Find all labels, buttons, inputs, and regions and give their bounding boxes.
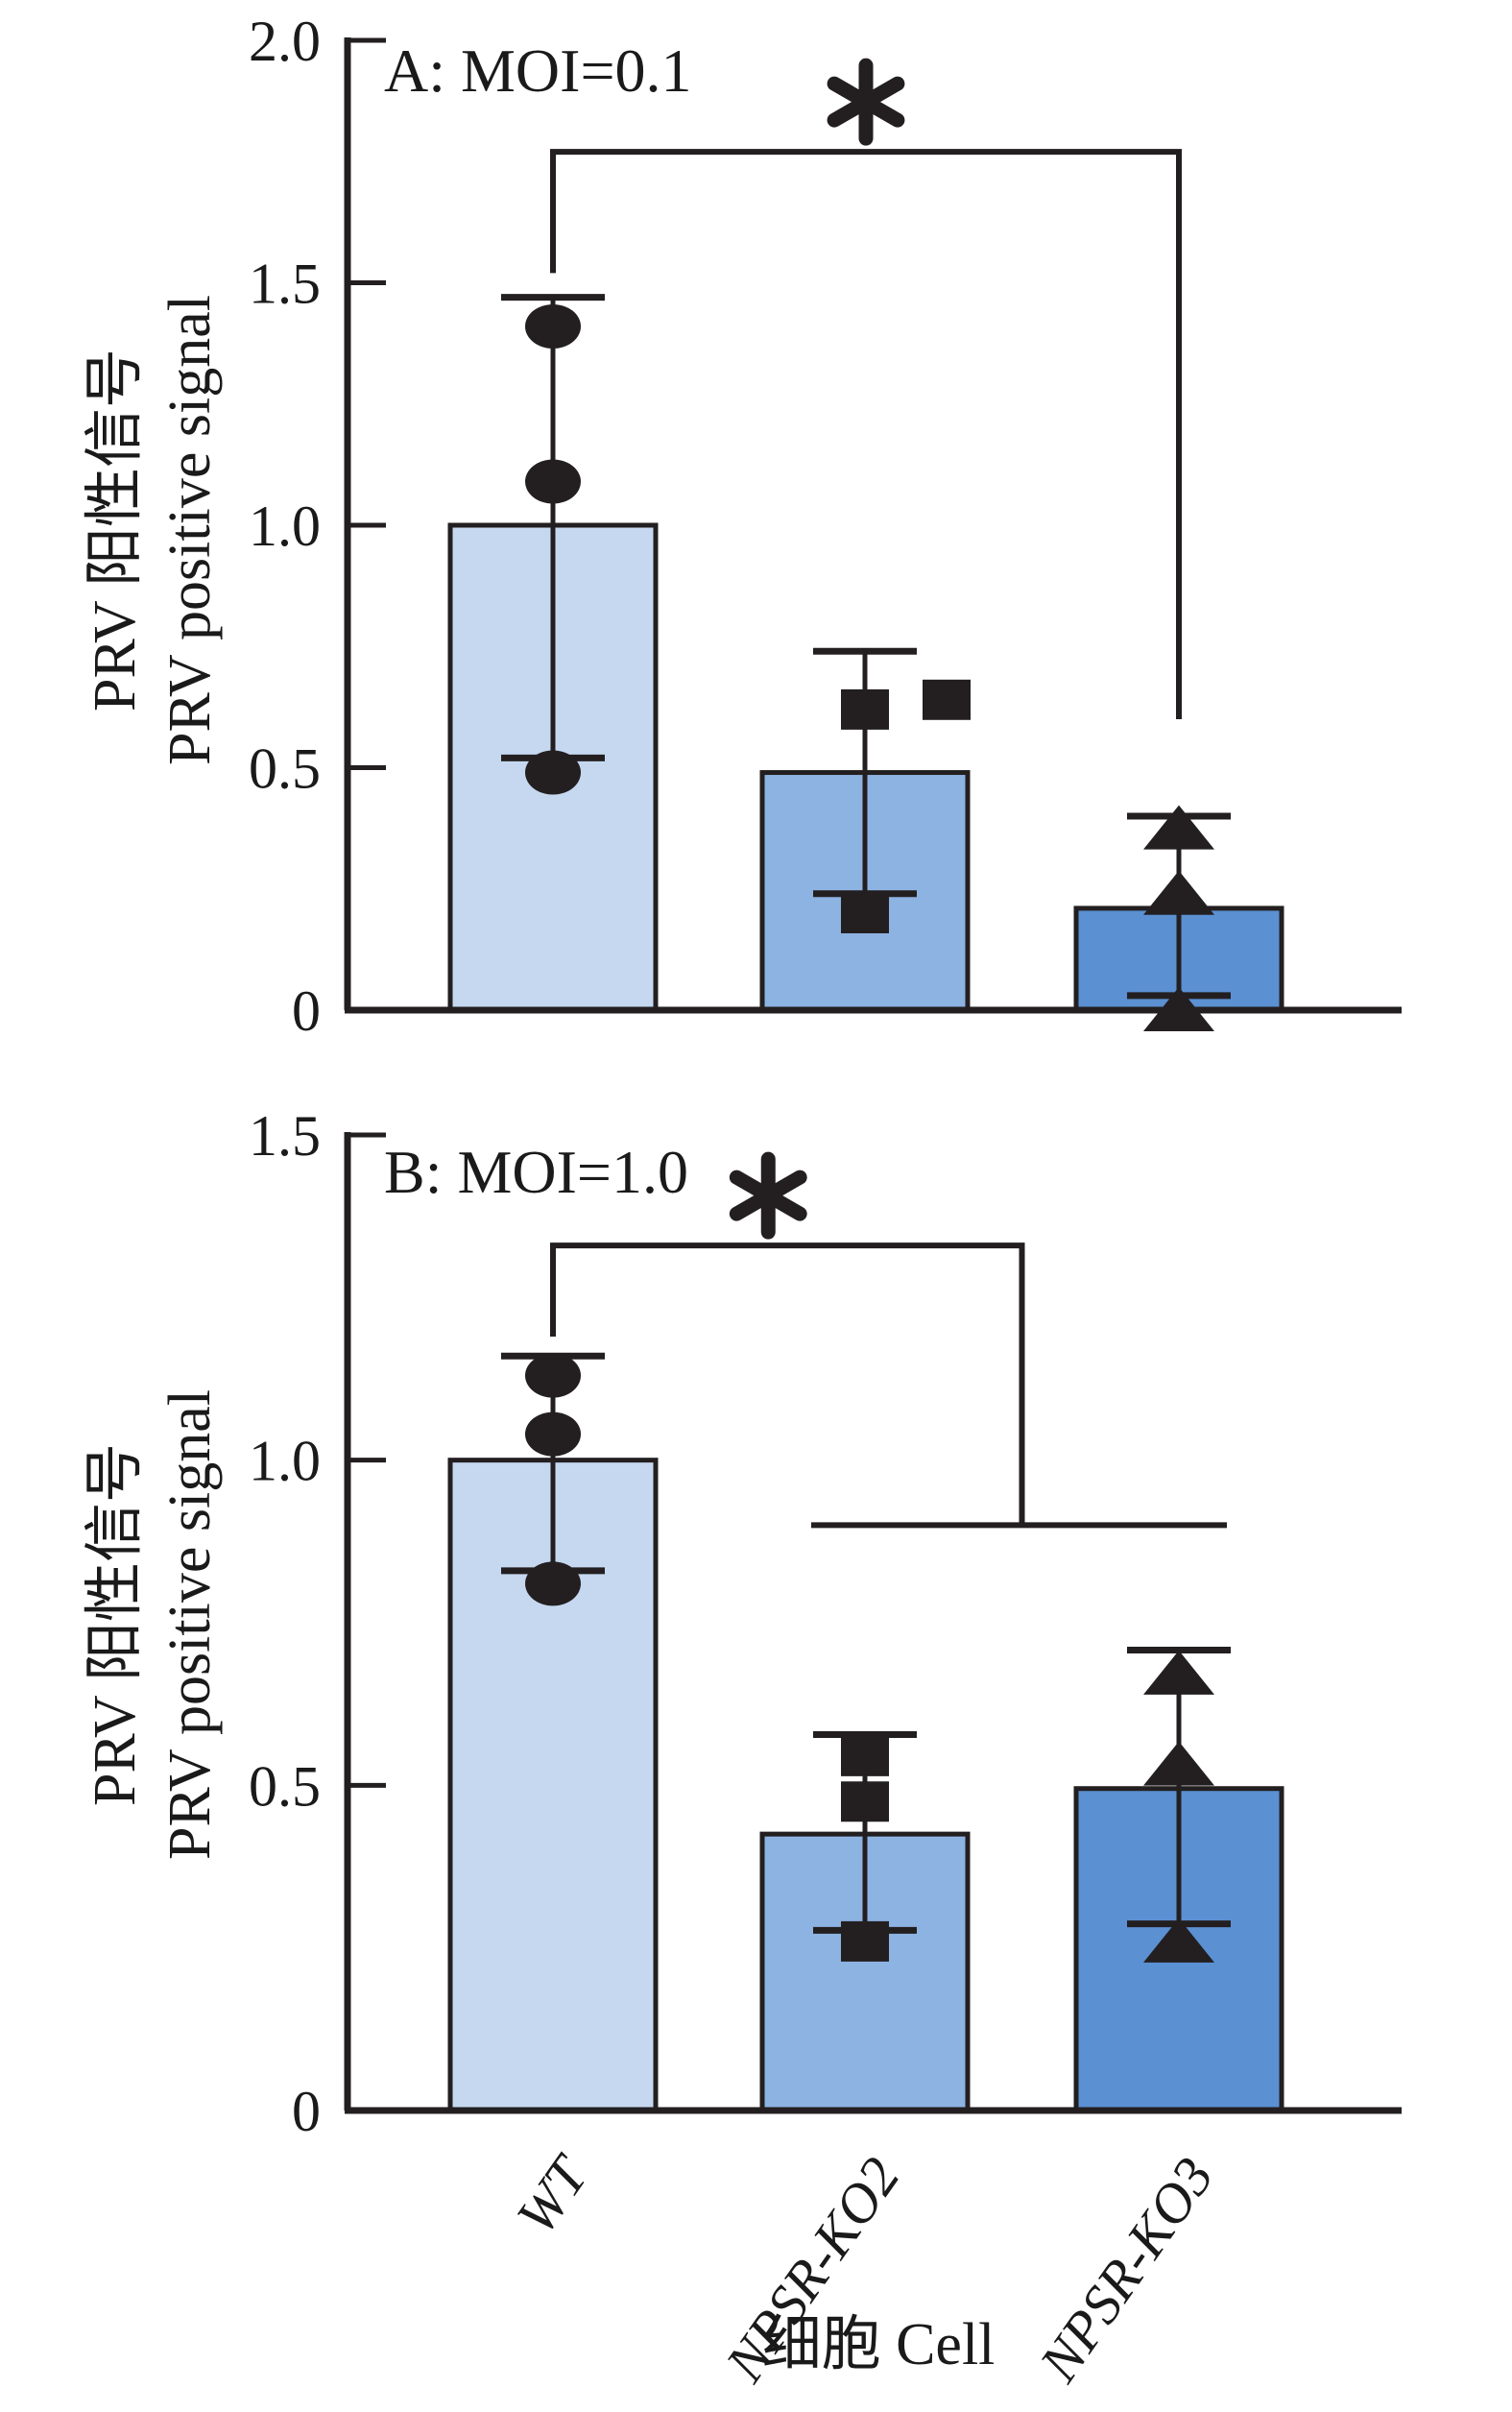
panel-b-y-axis-title-zh: PRV 阳性信号 xyxy=(83,1443,148,1806)
panel-b-y-tick-label: 1.0 xyxy=(249,1430,321,1493)
panel-a-y-tick-label: 2.0 xyxy=(249,10,321,73)
panel-a-y-axis-title-zh: PRV 阳性信号 xyxy=(83,349,148,712)
panel-a-point-wt-3-circle-marker xyxy=(525,750,581,795)
panel-a-y-tick-label: 1.5 xyxy=(249,253,321,316)
x-category-label-npsr-ko3: NPSR-KO3 xyxy=(1026,2146,1225,2393)
panel-b-y-tick-label: 0.5 xyxy=(249,1754,321,1818)
panel-b-point-npsr-ko2-3-square-marker xyxy=(841,1920,889,1962)
panel-a-point-npsr-ko2-2-square-marker xyxy=(923,679,971,720)
panel-a-point-wt-2-circle-marker xyxy=(525,459,581,504)
asterisk-arm xyxy=(729,1170,807,1221)
panel-a-y-tick-label: 0.5 xyxy=(249,737,321,801)
panel-b-y-tick-label: 0 xyxy=(292,2080,321,2143)
panel-b-significance-asterisk xyxy=(729,1151,807,1240)
panel-b-point-npsr-ko2-1-square-marker xyxy=(841,1735,889,1776)
panel-b-bar-wt xyxy=(447,1458,659,2113)
bracket-path xyxy=(550,149,1182,719)
panel-b-point-npsr-ko3-3-triangle-marker xyxy=(1143,1918,1214,1963)
panel-a: 0 0.5 1.0 1.5 2.0 A: MOI=0.1 PRV 阳性信号 PRV posit… xyxy=(83,10,1402,1043)
panel-b-point-wt-1-circle-marker xyxy=(525,1353,581,1398)
panel-b: 0 0.5 1.0 1.5 B: MOI=1.0 PRV 阳性信号 PRV positive… xyxy=(83,1104,1402,2143)
panel-a-point-npsr-ko3-2-triangle-marker xyxy=(1143,870,1214,915)
asterisk-arm xyxy=(827,76,905,128)
panel-a-significance-asterisk xyxy=(827,58,905,146)
panel-a-point-npsr-ko2-1-square-marker xyxy=(841,688,889,730)
x-category-label-wt: WT xyxy=(504,2143,602,2245)
panel-a-y-tick-label: 1.0 xyxy=(249,494,321,558)
panel-a-y-tick-label: 0 xyxy=(292,979,321,1043)
bracket-path xyxy=(550,1242,1025,1526)
panel-b-point-npsr-ko3-2-triangle-marker xyxy=(1143,1741,1214,1786)
panel-b-y-axis-title-en: PRV positive signal xyxy=(157,1389,223,1860)
panel-a-point-npsr-ko3-1-triangle-marker xyxy=(1143,805,1214,850)
panel-a-significance-bracket xyxy=(550,149,1182,719)
panel-b-point-npsr-ko3-1-triangle-marker xyxy=(1143,1650,1214,1695)
x-axis-title: 细胞 Cell xyxy=(762,2312,996,2377)
panel-a-point-npsr-ko2-3-square-marker xyxy=(841,893,889,933)
panel-a-title: A: MOI=0.1 xyxy=(384,36,692,105)
panel-a-point-wt-1-circle-marker xyxy=(525,303,581,349)
panel-b-y-tick-label: 1.5 xyxy=(249,1104,321,1168)
panel-b-title: B: MOI=1.0 xyxy=(384,1138,688,1206)
panel-b-point-wt-3-circle-marker xyxy=(525,1561,581,1606)
panel-b-point-wt-2-circle-marker xyxy=(525,1411,581,1457)
panel-b-significance-bracket xyxy=(550,1242,1227,1529)
panel-a-y-axis-title-en: PRV positive signal xyxy=(157,295,223,765)
panel-b-point-npsr-ko2-2-square-marker xyxy=(841,1781,889,1822)
